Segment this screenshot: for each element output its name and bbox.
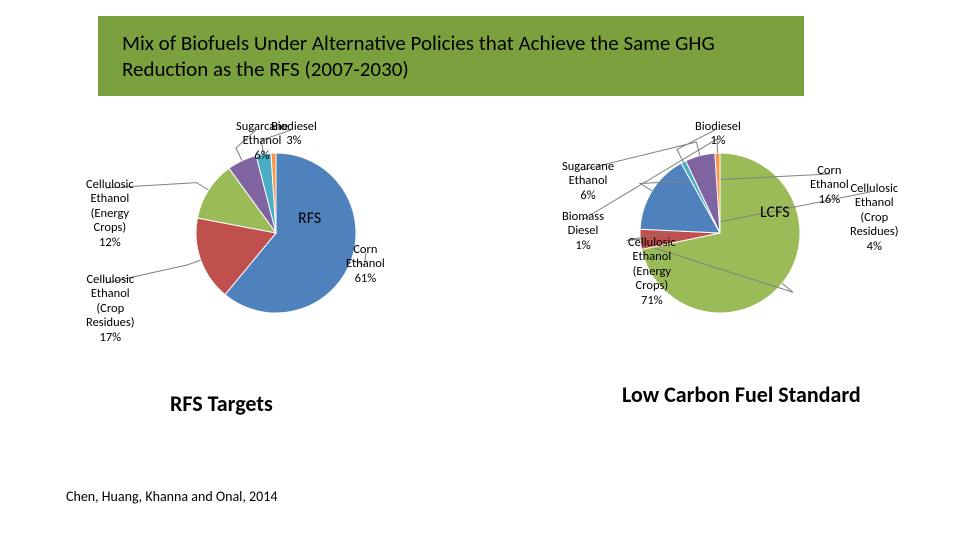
lcfs-subtitle: Low Carbon Fuel Standard	[622, 382, 861, 407]
rfs-pie-chart: RFS Corn Ethanol 61% Cellulosic Ethanol (…	[66, 128, 446, 388]
citation: Chen, Huang, Khanna and Onal, 2014	[66, 488, 277, 505]
slice-label: Corn Ethanol 61%	[346, 243, 385, 286]
rfs-pie-svg	[66, 128, 446, 388]
slice-label: Biodiesel 1%	[695, 120, 741, 149]
slice-label: Biodiesel 3%	[271, 120, 317, 149]
rfs-subtitle: RFS Targets	[170, 390, 273, 417]
slice-label: Cellulosic Ethanol (Crop Residues) 4%	[850, 182, 899, 254]
slice-label: Cellulosic Ethanol (Crop Residues) 17%	[86, 273, 135, 345]
lcfs-center-label: LCFS	[760, 203, 790, 222]
page-title: Mix of Biofuels Under Alternative Polici…	[122, 30, 780, 83]
slice-label: Corn Ethanol 16%	[810, 164, 849, 207]
slice-label: Cellulosic Ethanol (Energy Crops) 12%	[86, 178, 134, 250]
title-bar: Mix of Biofuels Under Alternative Polici…	[98, 16, 804, 96]
slice-label: Biomass Diesel 1%	[562, 210, 604, 253]
slice-label: Cellulosic Ethanol (Energy Crops) 71%	[628, 236, 676, 308]
lcfs-pie-chart: LCFS Cellulosic Ethanol (Energy Crops) 7…	[520, 128, 920, 388]
rfs-center-label: RFS	[298, 209, 321, 228]
slice-label: Sugarcane Ethanol 6%	[562, 160, 614, 203]
